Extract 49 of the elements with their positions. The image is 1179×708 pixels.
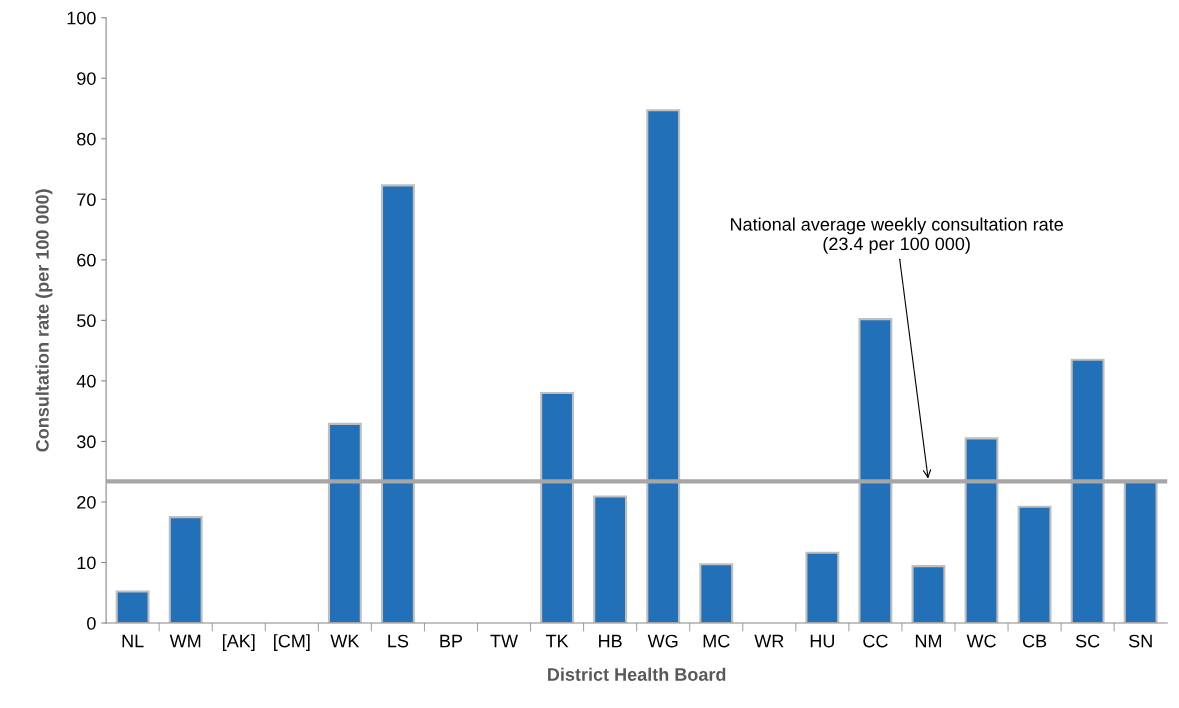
x-tick-label: [CM] (274, 634, 310, 651)
x-axis-title: District Health Board (548, 667, 726, 681)
y-tick-label: 10 (77, 556, 96, 570)
bar (699, 563, 734, 624)
bar (805, 551, 840, 624)
x-tick-label: SN (1128, 634, 1152, 648)
y-tick-label: 100 (67, 11, 96, 25)
y-axis-title: Consultation rate (per 100 000) (35, 189, 53, 452)
x-tick-label: TW (490, 634, 518, 648)
x-tick-label: CC (863, 634, 888, 648)
y-tick-label: 80 (77, 132, 96, 146)
x-tick-label: LS (388, 634, 409, 648)
bar (911, 565, 946, 624)
bar (646, 109, 681, 624)
bar (380, 184, 415, 624)
bar (168, 516, 203, 624)
x-tick-label: HU (810, 634, 834, 648)
x-tick-label: BP (440, 634, 463, 648)
bar (115, 590, 150, 624)
y-tick-label: 90 (77, 72, 96, 85)
y-tick-label: 40 (76, 374, 96, 388)
bar (593, 495, 628, 624)
bar (964, 437, 999, 624)
x-tick-label: CB (1022, 634, 1047, 648)
x-tick-label: WM (169, 634, 201, 648)
bar (540, 391, 575, 624)
x-tick-label: NL (122, 634, 144, 648)
y-tick-label: 30 (76, 435, 96, 449)
bar (1070, 358, 1105, 624)
bar (327, 422, 362, 624)
bar (1123, 480, 1158, 624)
x-tick-label: SC (1075, 634, 1100, 648)
bar (1017, 505, 1052, 624)
x-tick-label: WC (966, 634, 996, 648)
x-tick-label: TK (545, 634, 569, 648)
x-tick-label: MC (703, 634, 730, 648)
y-tick-label: 60 (77, 253, 96, 267)
x-tick-label: [AK] (222, 634, 255, 651)
x-tick-label: WG (647, 634, 678, 648)
x-tick-label: WK (330, 634, 360, 648)
x-tick-label: WR (754, 634, 784, 648)
y-tick-label: 70 (77, 193, 96, 207)
y-tick-label: 0 (87, 616, 96, 630)
x-tick-label: NM (915, 634, 942, 648)
y-tick-label: 20 (77, 495, 96, 509)
annotation: National average weekly consultation rate (23.4 per 100 000) (731, 217, 1063, 254)
y-tick-label: 50 (77, 314, 96, 328)
bar (858, 318, 893, 624)
x-tick-label: HB (599, 634, 622, 648)
